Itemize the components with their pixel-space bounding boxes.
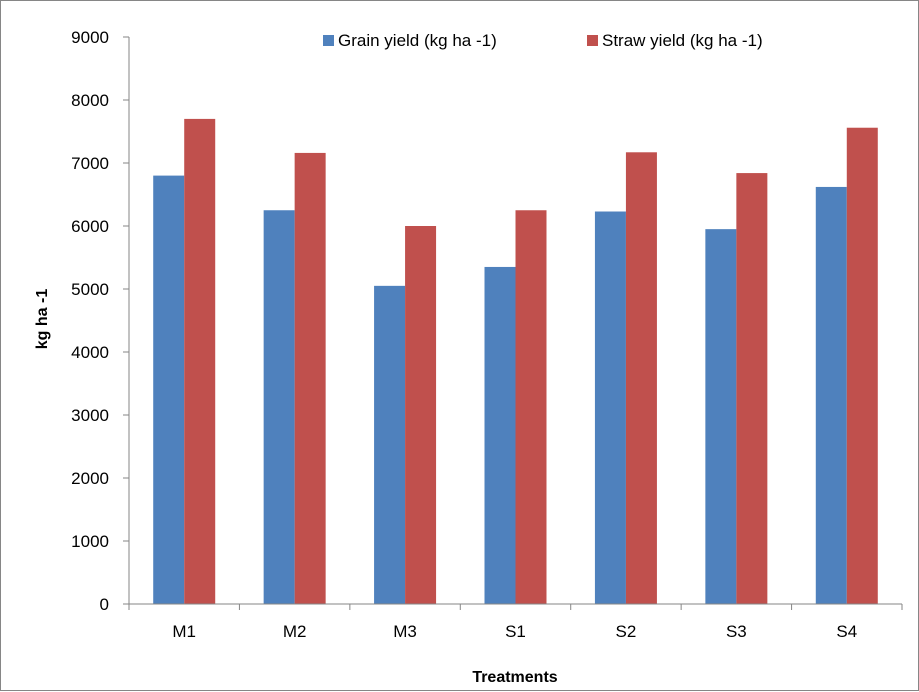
x-tick-label: S4 [836, 622, 857, 641]
bar-straw-s3 [736, 173, 768, 604]
y-tick-label: 5000 [71, 280, 109, 299]
y-tick-label: 0 [100, 595, 109, 614]
y-tick-label: 2000 [71, 469, 109, 488]
x-tick-label: S1 [505, 622, 526, 641]
bar-straw-s2 [625, 152, 657, 605]
legend: Grain yield (kg ha -1) Straw yield (kg h… [323, 31, 763, 50]
legend-swatch-grain [323, 35, 334, 46]
x-axis-title: Treatments [472, 669, 557, 686]
y-tick-label: 1000 [71, 532, 109, 551]
legend-label-grain: Grain yield (kg ha -1) [338, 31, 497, 50]
bar-grain-s4 [815, 186, 847, 604]
y-tick-label: 4000 [71, 343, 109, 362]
y-tick-label: 9000 [71, 28, 109, 47]
y-tick-label: 8000 [71, 91, 109, 110]
bar-grain-m3 [374, 285, 406, 604]
bar-straw-m1 [184, 118, 216, 605]
x-tick-label: S2 [616, 622, 637, 641]
axes-group [128, 37, 902, 605]
y-axis-title: kg ha -1 [34, 289, 51, 350]
y-tick-label: 3000 [71, 406, 109, 425]
bar-grain-s2 [594, 211, 626, 604]
bar-grain-s1 [484, 266, 516, 604]
x-tick-label: M2 [283, 622, 307, 641]
y-tick-label: 6000 [71, 217, 109, 236]
bar-straw-m2 [294, 152, 326, 605]
x-tick-label: M1 [172, 622, 196, 641]
bars-group [153, 118, 878, 605]
bar-grain-m1 [153, 175, 185, 604]
x-tick-label: S3 [726, 622, 747, 641]
bar-grain-s3 [705, 229, 737, 604]
bar-grain-m2 [263, 210, 295, 604]
legend-label-straw: Straw yield (kg ha -1) [602, 31, 763, 50]
bar-straw-s1 [515, 210, 547, 604]
ticks-group: 0 1000 2000 3000 4000 5000 6000 7000 8000 9000 M1 M… [71, 28, 903, 641]
legend-swatch-straw [587, 35, 598, 46]
y-tick-label: 7000 [71, 154, 109, 173]
bar-straw-s4 [846, 127, 878, 604]
bar-straw-m3 [405, 226, 437, 604]
x-tick-label: M3 [393, 622, 417, 641]
